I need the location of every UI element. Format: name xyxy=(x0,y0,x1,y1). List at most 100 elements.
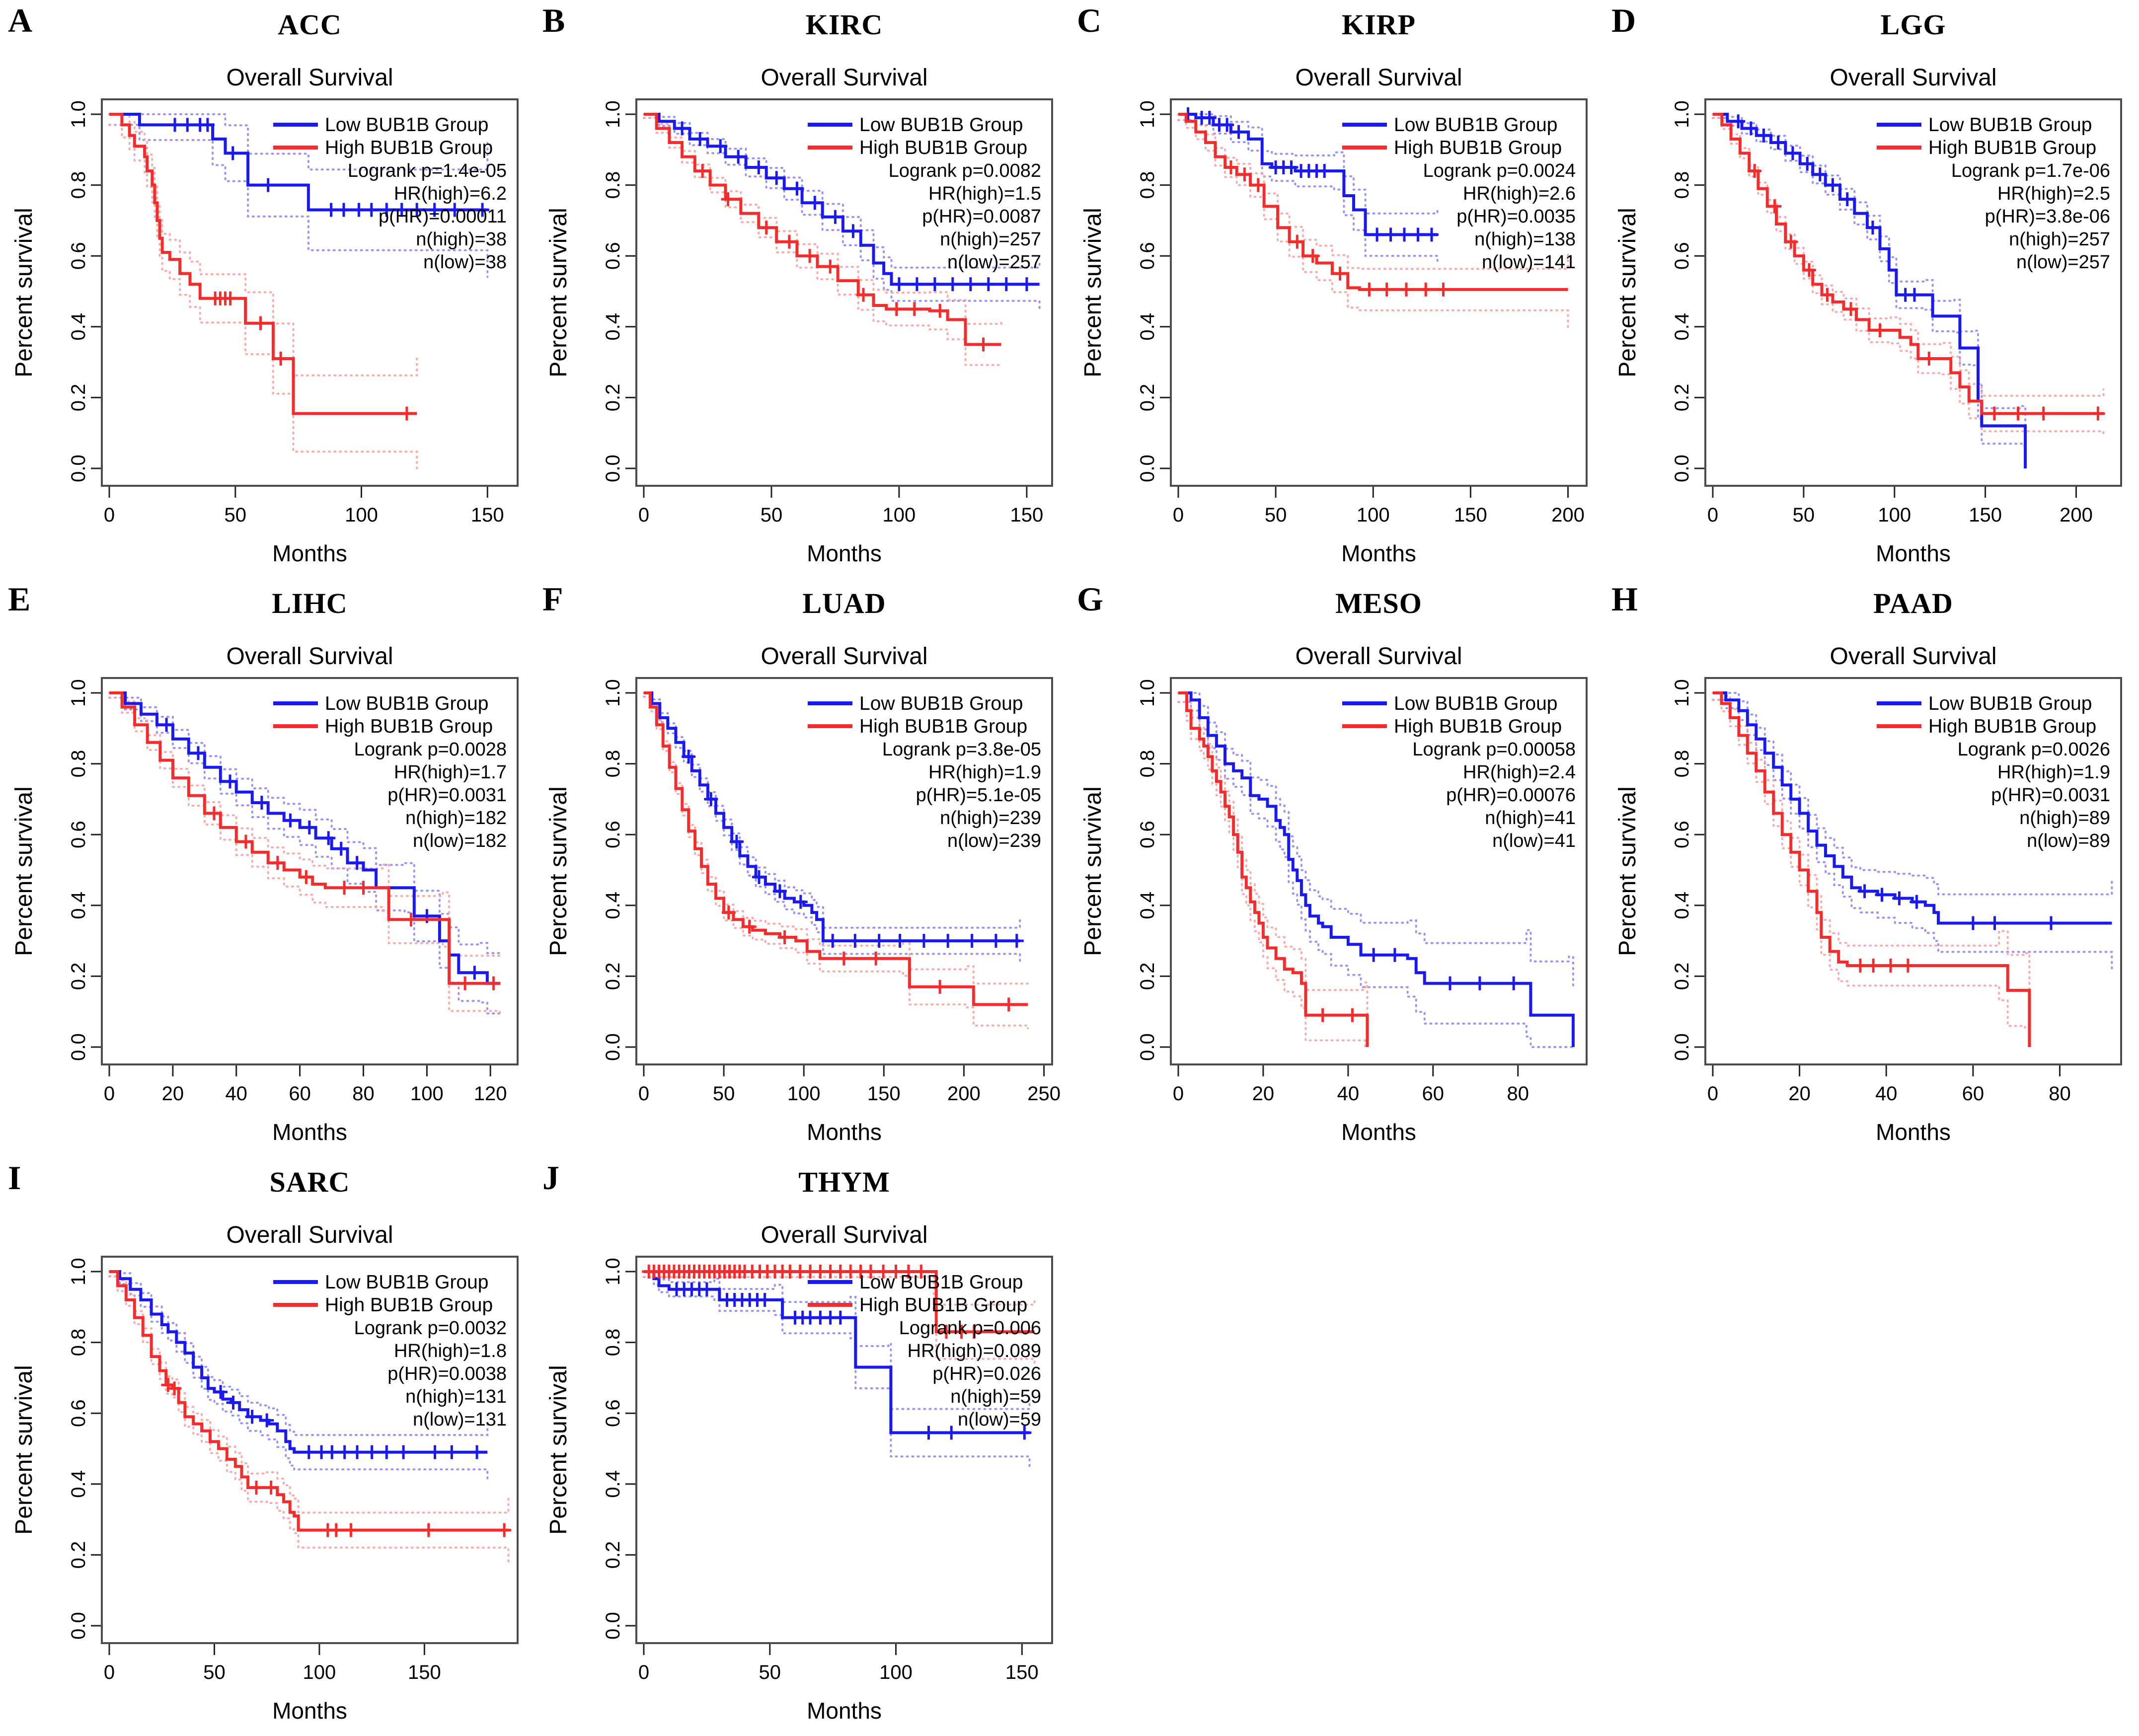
low-censor-marks xyxy=(1857,884,2058,930)
stat-line: Logrank p=0.0026 xyxy=(1958,739,2110,760)
low-legend-label: Low BUB1B Group xyxy=(1394,114,1558,136)
y-axis: 0.0 0.2 0.4 0.6 0.8 1.0 Percent survival xyxy=(545,1258,635,1640)
high-legend-label: High BUB1B Group xyxy=(325,1294,493,1316)
x-axis: 0 20 40 60 80 Months xyxy=(1173,1065,1529,1145)
x-tick-label: 50 xyxy=(761,504,783,526)
plot-frame xyxy=(635,1256,1053,1644)
high-censor-marks xyxy=(207,806,501,990)
x-axis: 0 20 40 60 80 100 120 Months xyxy=(104,1065,507,1145)
x-axis-label: Months xyxy=(807,1698,882,1724)
y-tick-label: 0.4 xyxy=(1671,313,1693,341)
x-axis-label: Months xyxy=(1876,1119,1951,1145)
x-tick-label: 0 xyxy=(638,504,649,526)
y-tick-label: 0.0 xyxy=(1137,1033,1158,1061)
x-tick-label: 100 xyxy=(883,504,916,526)
cancer-type-title: LGG xyxy=(1880,8,1946,41)
y-tick-label: 0.2 xyxy=(602,1541,624,1569)
y-axis: 0.0 0.2 0.4 0.6 0.8 1.0 Percent survival xyxy=(11,100,101,482)
y-tick-label: 0.6 xyxy=(1671,821,1693,848)
y-tick-label: 1.0 xyxy=(68,100,89,128)
panel-g: G MESO Overall Survival 0 20 40 60 80 Months 0.0 0… xyxy=(1069,579,1604,1157)
stat-line: n(low)=257 xyxy=(947,252,1041,273)
y-tick-label: 1.0 xyxy=(68,1258,89,1285)
x-axis-label: Months xyxy=(807,540,882,566)
x-tick-label: 150 xyxy=(1005,1661,1039,1683)
low-survival-curve xyxy=(1713,113,2027,468)
high-survival-curve xyxy=(1178,691,1369,1047)
x-tick-label: 40 xyxy=(1875,1083,1898,1105)
y-tick-label: 0.6 xyxy=(68,821,89,848)
y-tick-label: 0.8 xyxy=(602,171,624,199)
x-tick-label: 100 xyxy=(787,1083,821,1105)
y-tick-label: 0.8 xyxy=(1671,750,1693,778)
low-legend-label: Low BUB1B Group xyxy=(325,114,489,136)
y-tick-label: 0.0 xyxy=(1137,454,1158,482)
y-tick-label: 0.4 xyxy=(602,1470,624,1498)
y-tick-label: 0.2 xyxy=(1671,963,1693,990)
plot-frame xyxy=(1704,98,2122,487)
plot-title: Overall Survival xyxy=(1830,643,1996,670)
stat-line: Logrank p=1.4e-05 xyxy=(348,160,507,181)
low-ci-upper xyxy=(1712,113,2027,450)
panel-letter: A xyxy=(8,1,33,39)
high-ci-upper xyxy=(643,113,1002,325)
x-axis: 0 50 100 150 Months xyxy=(638,487,1043,566)
x-tick-label: 50 xyxy=(713,1083,735,1105)
x-tick-label: 50 xyxy=(1793,504,1815,526)
stats-block: Logrank p=1.4e-05HR(high)=6.2p(HR)=0.000… xyxy=(348,160,507,273)
panel-a: A ACC Overall Survival 0 50 100 150 Months 0.0 0.… xyxy=(0,0,535,579)
panel-letter: B xyxy=(542,1,565,39)
x-tick-label: 0 xyxy=(1173,504,1184,526)
plot-frame xyxy=(101,98,519,487)
x-tick-label: 80 xyxy=(1507,1083,1529,1105)
x-axis-label: Months xyxy=(807,1119,882,1145)
low-survival-curve xyxy=(1178,691,1575,1047)
y-axis-label: Percent survival xyxy=(1614,208,1641,377)
y-axis-label: Percent survival xyxy=(1080,786,1106,956)
low-survival-curve xyxy=(109,691,500,985)
high-ci-upper xyxy=(108,1271,510,1514)
panel-d: D LGG Overall Survival 0 50 100 150 200 Months 0.… xyxy=(1604,0,2138,579)
stat-line: p(HR)=0.0031 xyxy=(387,785,507,806)
high-censor-marks xyxy=(642,1265,981,1339)
y-axis: 0.0 0.2 0.4 0.6 0.8 1.0 Percent survival xyxy=(1080,100,1170,482)
stat-line: n(low)=89 xyxy=(2027,830,2110,851)
x-tick-label: 50 xyxy=(203,1661,226,1683)
stat-line: p(HR)=3.8e-06 xyxy=(1985,206,2110,227)
y-axis-label: Percent survival xyxy=(545,786,572,956)
y-axis: 0.0 0.2 0.4 0.6 0.8 1.0 Percent survival xyxy=(1614,679,1704,1061)
x-tick-label: 0 xyxy=(104,1083,115,1105)
y-tick-label: 1.0 xyxy=(602,1258,624,1285)
y-tick-label: 1.0 xyxy=(602,679,624,707)
y-axis-label: Percent survival xyxy=(545,208,572,377)
stat-line: n(low)=141 xyxy=(1482,252,1576,273)
stat-line: p(HR)=0.0038 xyxy=(387,1363,507,1384)
plot-frame xyxy=(635,677,1053,1065)
stats-block: Logrank p=0.00058HR(high)=2.4p(HR)=0.000… xyxy=(1412,739,1576,851)
x-axis: 0 50 100 150 Months xyxy=(104,487,504,566)
stat-line: n(high)=257 xyxy=(2009,229,2110,250)
x-tick-label: 150 xyxy=(1969,504,2002,526)
x-tick-label: 0 xyxy=(1173,1083,1184,1105)
x-tick-label: 0 xyxy=(1707,504,1718,526)
x-tick-label: 200 xyxy=(947,1083,981,1105)
high-ci-lower xyxy=(108,124,418,469)
y-tick-label: 0.2 xyxy=(68,963,89,990)
high-ci-upper xyxy=(1177,692,1369,1015)
stat-line: p(HR)=5.1e-05 xyxy=(916,785,1041,806)
low-ci-lower xyxy=(108,124,489,278)
low-ci-lower xyxy=(108,1275,489,1484)
y-tick-label: 0.0 xyxy=(602,454,624,482)
x-tick-label: 20 xyxy=(1252,1083,1275,1105)
km-plot-svg: Overall Survival 0 50 100 150 Months 0.0 0.2 0.4… xyxy=(545,1222,1053,1724)
low-legend-label: Low BUB1B Group xyxy=(859,114,1023,136)
cancer-type-title: SARC xyxy=(269,1166,350,1198)
stat-line: n(high)=131 xyxy=(405,1386,507,1407)
y-axis-label: Percent survival xyxy=(11,786,37,956)
low-censor-marks xyxy=(675,121,1034,292)
x-tick-label: 60 xyxy=(289,1083,311,1105)
x-tick-label: 200 xyxy=(1551,504,1585,526)
